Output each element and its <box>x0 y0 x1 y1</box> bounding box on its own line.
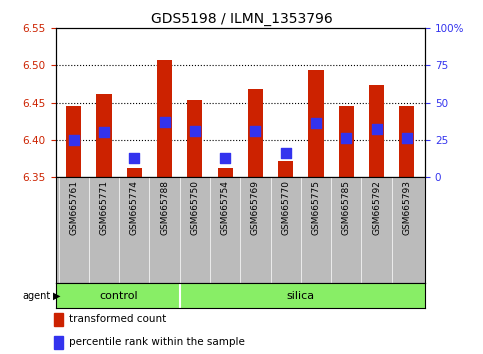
Bar <box>369 85 384 177</box>
Text: GDS5198 / ILMN_1353796: GDS5198 / ILMN_1353796 <box>151 12 332 27</box>
Bar <box>187 101 202 177</box>
Text: GSM665775: GSM665775 <box>312 180 321 235</box>
Text: GSM665761: GSM665761 <box>69 180 78 235</box>
Text: GSM665750: GSM665750 <box>190 180 199 235</box>
Text: GSM665770: GSM665770 <box>281 180 290 235</box>
Point <box>130 155 138 161</box>
Text: GSM665788: GSM665788 <box>160 180 169 235</box>
Bar <box>97 94 112 177</box>
Text: percentile rank within the sample: percentile rank within the sample <box>69 337 245 348</box>
Point <box>161 119 169 125</box>
Text: GSM665774: GSM665774 <box>130 180 139 235</box>
Text: GSM665793: GSM665793 <box>402 180 412 235</box>
Text: GSM665769: GSM665769 <box>251 180 260 235</box>
Bar <box>157 59 172 177</box>
Bar <box>309 70 324 177</box>
Point <box>403 136 411 141</box>
Point <box>70 137 78 143</box>
Point <box>373 127 381 132</box>
Bar <box>66 106 81 177</box>
Text: ▶: ▶ <box>53 291 61 301</box>
Bar <box>127 168 142 177</box>
Text: GSM665792: GSM665792 <box>372 180 381 235</box>
Bar <box>54 313 63 326</box>
Point <box>312 121 320 126</box>
Bar <box>248 89 263 177</box>
Point <box>252 128 259 134</box>
Point <box>342 136 350 141</box>
Text: GSM665771: GSM665771 <box>99 180 109 235</box>
Text: GSM665754: GSM665754 <box>221 180 229 235</box>
Bar <box>217 168 233 177</box>
Point <box>100 130 108 135</box>
Text: control: control <box>100 291 139 301</box>
Point <box>282 150 290 156</box>
Text: transformed count: transformed count <box>69 314 167 325</box>
Text: agent: agent <box>23 291 51 301</box>
Bar <box>54 336 63 349</box>
Bar <box>278 161 293 177</box>
Bar <box>399 106 414 177</box>
Text: silica: silica <box>287 291 315 301</box>
Point <box>191 128 199 134</box>
Text: GSM665785: GSM665785 <box>342 180 351 235</box>
Bar <box>339 106 354 177</box>
Point <box>221 155 229 161</box>
